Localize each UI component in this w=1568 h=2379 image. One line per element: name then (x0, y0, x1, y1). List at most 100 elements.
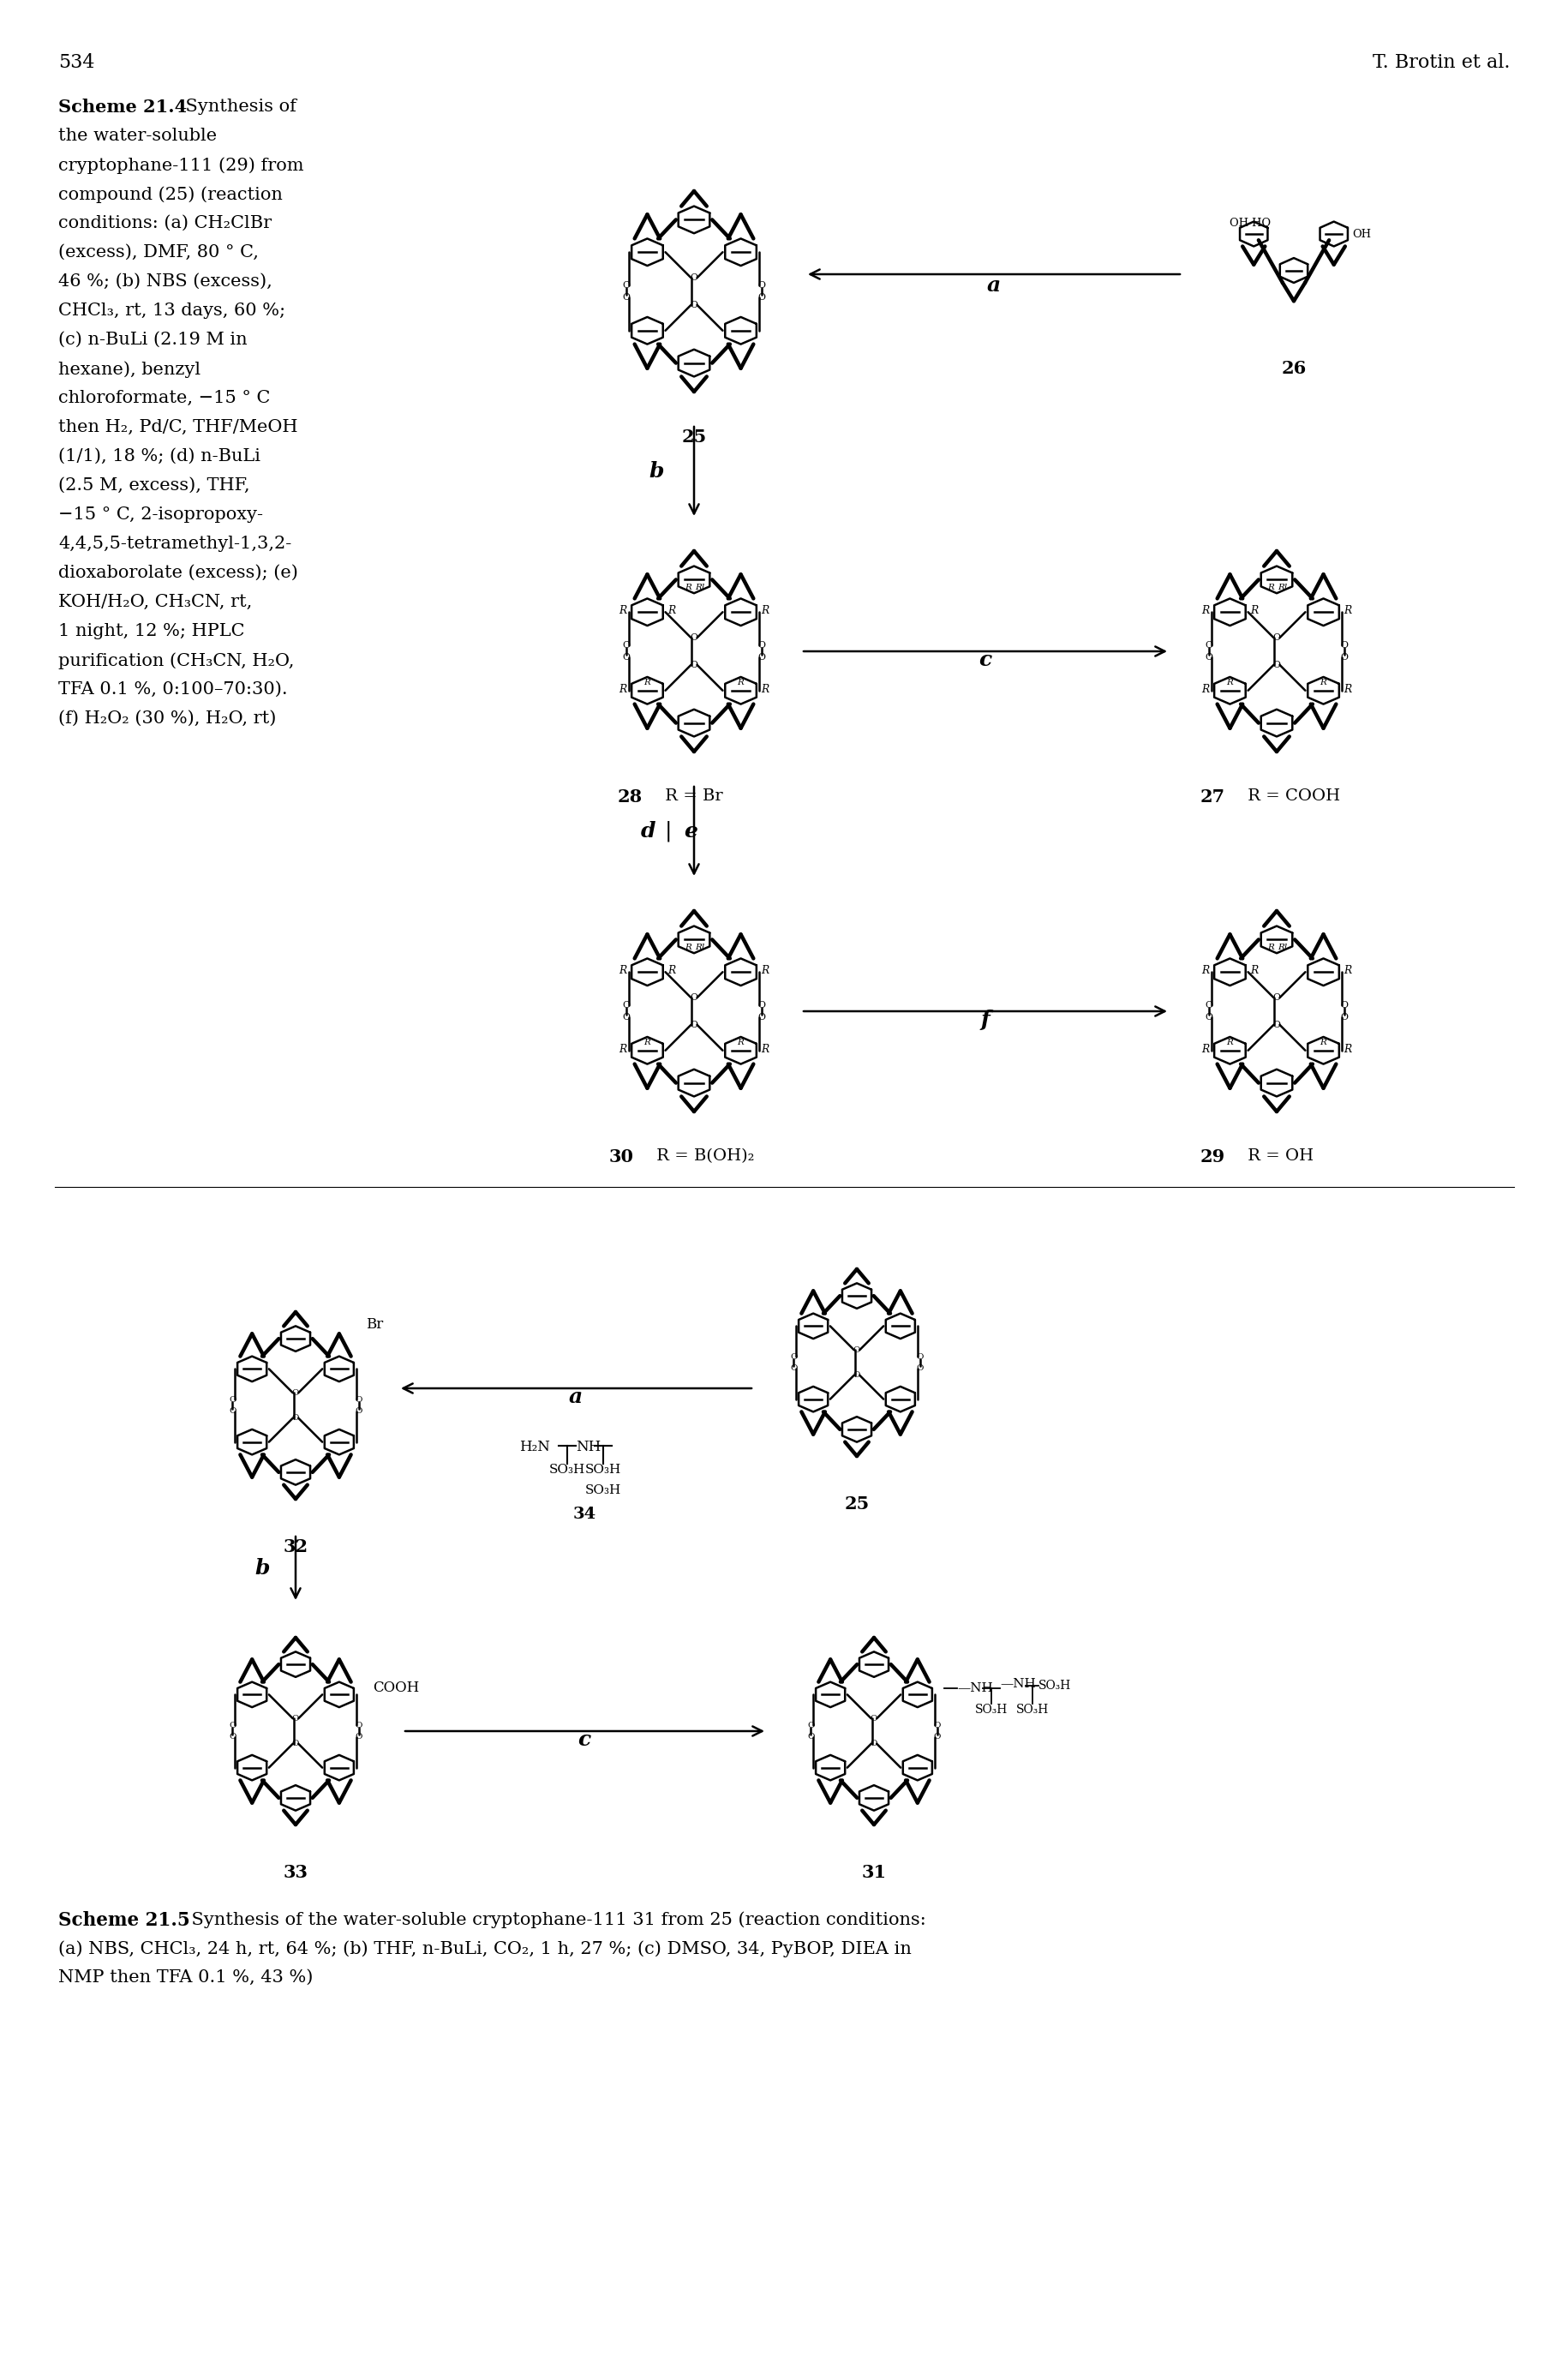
Text: 28: 28 (616, 787, 641, 806)
Text: R: R (1344, 966, 1352, 975)
Text: Scheme 21.5: Scheme 21.5 (58, 1910, 190, 1929)
Text: R = Br: R = Br (660, 787, 723, 804)
Text: R: R (1319, 678, 1327, 688)
Text: O: O (916, 1354, 924, 1361)
Text: O: O (229, 1732, 235, 1741)
Text: a: a (986, 276, 1000, 295)
Text: Rl: Rl (695, 944, 704, 952)
Text: O: O (1272, 661, 1279, 668)
Text: O: O (622, 293, 630, 302)
Text: R = B(OH)₂: R = B(OH)₂ (651, 1149, 754, 1163)
Text: R: R (737, 1040, 743, 1047)
Text: O: O (292, 1413, 299, 1423)
Text: R: R (1250, 966, 1258, 975)
Text: 27: 27 (1200, 787, 1225, 806)
Text: 4,4,5,5-tetramethyl-1,3,2-: 4,4,5,5-tetramethyl-1,3,2- (58, 535, 292, 552)
Text: O: O (1204, 640, 1212, 649)
Text: O: O (622, 654, 630, 661)
Text: SO₃H: SO₃H (974, 1703, 1007, 1715)
Text: Rl: Rl (1278, 583, 1287, 590)
Text: SO₃H: SO₃H (1016, 1703, 1049, 1715)
Text: O: O (916, 1366, 924, 1373)
Text: O: O (354, 1396, 362, 1404)
Text: O: O (229, 1408, 235, 1416)
Text: R: R (1344, 683, 1352, 695)
Text: H₂N: H₂N (519, 1439, 550, 1454)
Text: R: R (1201, 966, 1209, 975)
Text: KOH/H₂O, CH₃CN, rt,: KOH/H₂O, CH₃CN, rt, (58, 595, 252, 609)
Text: O: O (292, 1389, 299, 1396)
Text: O: O (690, 661, 698, 668)
Text: (excess), DMF, 80 ° C,: (excess), DMF, 80 ° C, (58, 245, 259, 262)
Text: O: O (933, 1722, 941, 1730)
Text: O: O (1341, 654, 1347, 661)
Text: O: O (1204, 1002, 1212, 1009)
Text: O: O (690, 300, 698, 309)
Text: O: O (1272, 994, 1279, 1002)
Text: R: R (760, 1044, 768, 1054)
Text: compound (25) (reaction: compound (25) (reaction (58, 186, 282, 202)
Text: c: c (577, 1730, 591, 1751)
Text: TFA 0.1 %, 0:100–70:30).: TFA 0.1 %, 0:100–70:30). (58, 680, 287, 697)
Text: d: d (640, 821, 655, 842)
Text: conditions: (a) CH₂ClBr: conditions: (a) CH₂ClBr (58, 214, 271, 231)
Text: −15 ° C, 2-isopropoxy-: −15 ° C, 2-isopropoxy- (58, 507, 263, 523)
Text: Rl: Rl (1278, 944, 1287, 952)
Text: R: R (760, 966, 768, 975)
Text: O: O (870, 1739, 877, 1749)
Text: 30: 30 (608, 1149, 633, 1166)
Text: (a) NBS, CHCl₃, 24 h, rt, 64 %; (b) THF, n-BuLi, CO₂, 1 h, 27 %; (c) DMSO, 34, P: (a) NBS, CHCl₃, 24 h, rt, 64 %; (b) THF,… (58, 1941, 911, 1958)
Text: O: O (757, 1002, 765, 1009)
Text: O: O (354, 1732, 362, 1741)
Text: Synthesis of the water-soluble cryptophane-111 31 from 25 (reaction conditions:: Synthesis of the water-soluble cryptopha… (182, 1910, 925, 1927)
Text: b: b (649, 462, 663, 481)
Text: O: O (622, 640, 630, 649)
Text: 25: 25 (844, 1496, 869, 1513)
Text: cryptophane-111 (29) from: cryptophane-111 (29) from (58, 157, 304, 174)
Text: NMP then TFA 0.1 %, 43 %): NMP then TFA 0.1 %, 43 %) (58, 1970, 314, 1986)
Text: CHCl₃, rt, 13 days, 60 %;: CHCl₃, rt, 13 days, 60 %; (58, 302, 285, 319)
Text: O: O (757, 293, 765, 302)
Text: O: O (1204, 654, 1212, 661)
Text: 534: 534 (58, 52, 94, 71)
Text: R: R (760, 604, 768, 616)
Text: 46 %; (b) NBS (excess),: 46 %; (b) NBS (excess), (58, 274, 273, 290)
Text: O: O (690, 1021, 698, 1030)
Text: R: R (619, 604, 627, 616)
Text: 26: 26 (1281, 359, 1306, 378)
Text: —NH: —NH (956, 1682, 993, 1694)
Text: O: O (690, 994, 698, 1002)
Text: O: O (354, 1408, 362, 1416)
Text: O: O (690, 274, 698, 283)
Text: O: O (292, 1739, 299, 1749)
Text: Rl: Rl (695, 583, 704, 590)
Text: |: | (665, 821, 671, 842)
Text: R: R (1250, 604, 1258, 616)
Text: 33: 33 (284, 1865, 307, 1882)
Text: O: O (229, 1396, 235, 1404)
Text: R: R (1226, 1040, 1232, 1047)
Text: R: R (1226, 678, 1232, 688)
Text: chloroformate, −15 ° C: chloroformate, −15 ° C (58, 390, 270, 407)
Text: SO₃H: SO₃H (585, 1463, 621, 1475)
Text: R: R (1319, 1040, 1327, 1047)
Text: R: R (760, 683, 768, 695)
Text: R: R (684, 583, 691, 590)
Text: O: O (853, 1347, 859, 1354)
Text: the water-soluble: the water-soluble (58, 128, 216, 145)
Text: O: O (622, 281, 630, 290)
Text: O: O (1204, 1013, 1212, 1021)
Text: (c) n-BuLi (2.19 M in: (c) n-BuLi (2.19 M in (58, 331, 248, 347)
Text: —NH: —NH (999, 1677, 1035, 1689)
Text: c: c (978, 649, 991, 671)
Text: 32: 32 (282, 1539, 307, 1556)
Text: O: O (853, 1370, 859, 1380)
Text: f: f (980, 1009, 989, 1030)
Text: R: R (1267, 944, 1273, 952)
Text: R: R (668, 604, 676, 616)
Text: R: R (619, 1044, 627, 1054)
Text: OH: OH (1352, 228, 1370, 240)
Text: O: O (870, 1715, 877, 1722)
Text: purification (CH₃CN, H₂O,: purification (CH₃CN, H₂O, (58, 652, 295, 668)
Text: O: O (933, 1732, 941, 1741)
